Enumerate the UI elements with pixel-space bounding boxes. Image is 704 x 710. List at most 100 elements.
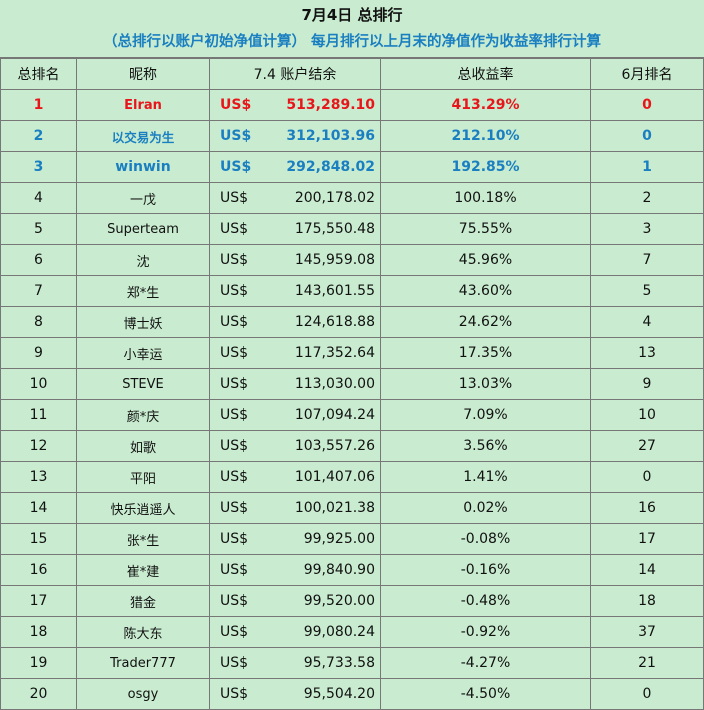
cell-june-rank: 27 — [590, 430, 704, 462]
cell-return: -0.08% — [380, 523, 591, 555]
currency-label: US$ — [220, 500, 249, 516]
cell-june-rank: 13 — [590, 337, 704, 369]
cell-return: 413.29% — [380, 89, 591, 121]
cell-account: US$ 99,840.90 — [209, 554, 381, 586]
table-row: 18 陈大东 US$ 99,080.24 -0.92% 37 — [0, 616, 704, 648]
balance-value: 95,733.58 — [303, 655, 375, 671]
currency-label: US$ — [220, 190, 249, 206]
cell-rank: 7 — [0, 275, 77, 307]
currency-label: US$ — [220, 376, 249, 392]
cell-rank: 10 — [0, 368, 77, 400]
cell-rank: 1 — [0, 89, 77, 121]
balance-value: 312,103.96 — [286, 128, 375, 144]
balance-value: 99,925.00 — [303, 531, 375, 547]
cell-account: US$ 95,733.58 — [209, 647, 381, 679]
cell-nickname: 如歌 — [76, 430, 210, 462]
ranking-table: 总排名 昵称 7.4 账户结余 总收益率 6月排名 1 Elran US$ 513,2… — [0, 58, 704, 710]
cell-june-rank: 14 — [590, 554, 704, 586]
cell-nickname: 崔*建 — [76, 554, 210, 586]
cell-return: 212.10% — [380, 120, 591, 152]
cell-june-rank: 16 — [590, 492, 704, 524]
balance-value: 99,520.00 — [303, 593, 375, 609]
cell-nickname: 颜*庆 — [76, 399, 210, 431]
balance-value: 145,959.08 — [294, 252, 375, 268]
cell-return: 43.60% — [380, 275, 591, 307]
currency-label: US$ — [220, 624, 249, 640]
currency-label: US$ — [220, 655, 249, 671]
balance-value: 95,504.20 — [303, 686, 375, 702]
cell-rank: 2 — [0, 120, 77, 152]
currency-label: US$ — [220, 221, 249, 237]
currency-label: US$ — [220, 593, 249, 609]
table-row: 9 小幸运 US$ 117,352.64 17.35% 13 — [0, 337, 704, 369]
cell-nickname: winwin — [76, 151, 210, 183]
cell-return: 1.41% — [380, 461, 591, 493]
cell-return: 24.62% — [380, 306, 591, 338]
cell-rank: 16 — [0, 554, 77, 586]
cell-nickname: 郑*生 — [76, 275, 210, 307]
table-row: 5 Superteam US$ 175,550.48 75.55% 3 — [0, 213, 704, 245]
table-row: 11 颜*庆 US$ 107,094.24 7.09% 10 — [0, 399, 704, 431]
cell-account: US$ 124,618.88 — [209, 306, 381, 338]
currency-label: US$ — [220, 686, 249, 702]
currency-label: US$ — [220, 159, 252, 175]
table-row: 17 猎金 US$ 99,520.00 -0.48% 18 — [0, 585, 704, 617]
table-row: 2 以交易为生 US$ 312,103.96 212.10% 0 — [0, 120, 704, 152]
cell-rank: 17 — [0, 585, 77, 617]
cell-return: 45.96% — [380, 244, 591, 276]
table-row: 19 Trader777 US$ 95,733.58 -4.27% 21 — [0, 647, 704, 679]
cell-return: 17.35% — [380, 337, 591, 369]
cell-account: US$ 117,352.64 — [209, 337, 381, 369]
cell-return: 13.03% — [380, 368, 591, 400]
table-row: 7 郑*生 US$ 143,601.55 43.60% 5 — [0, 275, 704, 307]
cell-return: -0.48% — [380, 585, 591, 617]
table-row: 15 张*生 US$ 99,925.00 -0.08% 17 — [0, 523, 704, 555]
cell-return: 75.55% — [380, 213, 591, 245]
cell-june-rank: 0 — [590, 461, 704, 493]
cell-rank: 3 — [0, 151, 77, 183]
cell-june-rank: 10 — [590, 399, 704, 431]
header-row: 总排名 昵称 7.4 账户结余 总收益率 6月排名 — [0, 58, 704, 90]
cell-nickname: 陈大东 — [76, 616, 210, 648]
currency-label: US$ — [220, 562, 249, 578]
balance-value: 143,601.55 — [294, 283, 375, 299]
cell-june-rank: 7 — [590, 244, 704, 276]
cell-june-rank: 18 — [590, 585, 704, 617]
cell-account: US$ 99,520.00 — [209, 585, 381, 617]
cell-june-rank: 17 — [590, 523, 704, 555]
cell-june-rank: 21 — [590, 647, 704, 679]
table-row: 20 osgy US$ 95,504.20 -4.50% 0 — [0, 678, 704, 710]
cell-rank: 18 — [0, 616, 77, 648]
cell-account: US$ 113,030.00 — [209, 368, 381, 400]
cell-nickname: 平阳 — [76, 461, 210, 493]
balance-value: 99,840.90 — [303, 562, 375, 578]
cell-account: US$ 100,021.38 — [209, 492, 381, 524]
balance-value: 107,094.24 — [294, 407, 375, 423]
cell-account: US$ 101,407.06 — [209, 461, 381, 493]
cell-nickname: STEVE — [76, 368, 210, 400]
cell-return: 3.56% — [380, 430, 591, 462]
cell-account: US$ 292,848.02 — [209, 151, 381, 183]
currency-label: US$ — [220, 469, 249, 485]
balance-value: 175,550.48 — [294, 221, 375, 237]
cell-nickname: Superteam — [76, 213, 210, 245]
currency-label: US$ — [220, 407, 249, 423]
cell-june-rank: 37 — [590, 616, 704, 648]
cell-rank: 4 — [0, 182, 77, 214]
cell-june-rank: 1 — [590, 151, 704, 183]
cell-rank: 11 — [0, 399, 77, 431]
cell-rank: 19 — [0, 647, 77, 679]
currency-label: US$ — [220, 438, 249, 454]
cell-return: 7.09% — [380, 399, 591, 431]
cell-account: US$ 95,504.20 — [209, 678, 381, 710]
table-row: 3 winwin US$ 292,848.02 192.85% 1 — [0, 151, 704, 183]
header-return: 总收益率 — [380, 58, 591, 90]
cell-rank: 5 — [0, 213, 77, 245]
balance-value: 100,021.38 — [294, 500, 375, 516]
currency-label: US$ — [220, 283, 249, 299]
header-account: 7.4 账户结余 — [209, 58, 381, 90]
currency-label: US$ — [220, 531, 249, 547]
cell-june-rank: 3 — [590, 213, 704, 245]
table-row: 14 快乐逍遥人 US$ 100,021.38 0.02% 16 — [0, 492, 704, 524]
